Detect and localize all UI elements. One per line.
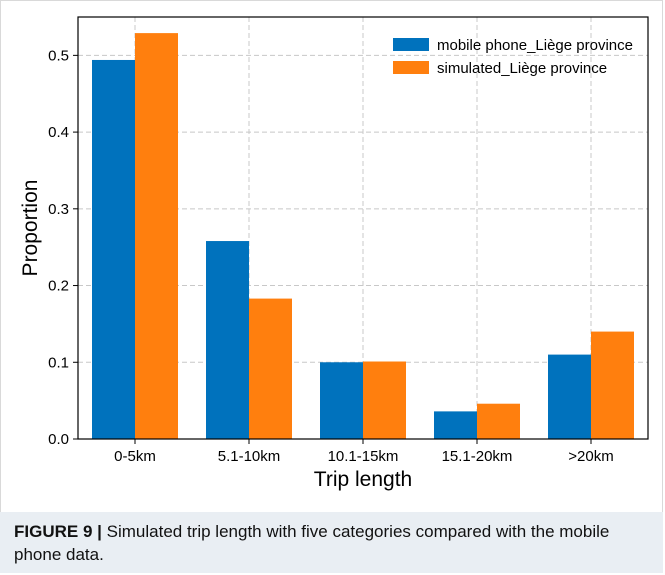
bar-chart: 0.0 0.1 0.2 0.3 0.4 0.5 0-5km 5.1-10km 10.1-15km…: [19, 16, 649, 491]
bars: [92, 33, 634, 439]
figure-caption: FIGURE 9 | Simulated trip length with fi…: [14, 520, 644, 566]
legend-swatch: [393, 38, 429, 51]
bar-mobile-phone: [206, 241, 249, 439]
bar-simulated: [249, 298, 292, 439]
x-tick-label: 5.1-10km: [218, 448, 281, 465]
y-tick-label: 0.4: [48, 124, 69, 141]
caption-separator: |: [97, 522, 102, 541]
bar-mobile-phone: [434, 411, 477, 439]
x-tick-label: 10.1-15km: [328, 448, 399, 465]
bar-simulated: [363, 361, 406, 439]
y-axis-label: Proportion: [19, 180, 42, 277]
caption-band: [0, 512, 663, 573]
x-axis-label: Trip length: [314, 468, 412, 491]
bar-mobile-phone: [320, 362, 363, 439]
caption-label: FIGURE 9: [14, 522, 93, 541]
y-tick-label: 0.5: [48, 47, 69, 64]
x-tick-label: 0-5km: [114, 448, 156, 465]
legend-label: simulated_Liège province: [437, 60, 607, 77]
legend: mobile phone_Liège province simulated_Liè…: [393, 37, 633, 77]
bar-mobile-phone: [92, 59, 135, 439]
bar-simulated: [591, 331, 634, 439]
y-tick-label: 0.1: [48, 354, 69, 371]
x-tick-label: 15.1-20km: [442, 448, 513, 465]
legend-swatch: [393, 61, 429, 74]
bar-mobile-phone: [548, 354, 591, 439]
x-tick-label: >20km: [568, 448, 613, 465]
caption-body: Simulated trip length with five categori…: [14, 522, 610, 564]
y-tick-label: 0.2: [48, 278, 69, 295]
axis-ticks: 0.0 0.1 0.2 0.3 0.4 0.5 0-5km 5.1-10km 10.1-15km…: [48, 47, 614, 465]
y-tick-label: 0.3: [48, 201, 69, 218]
bar-simulated: [135, 33, 178, 439]
legend-label: mobile phone_Liège province: [437, 37, 633, 54]
bar-simulated: [477, 403, 520, 439]
y-tick-label: 0.0: [48, 431, 69, 448]
